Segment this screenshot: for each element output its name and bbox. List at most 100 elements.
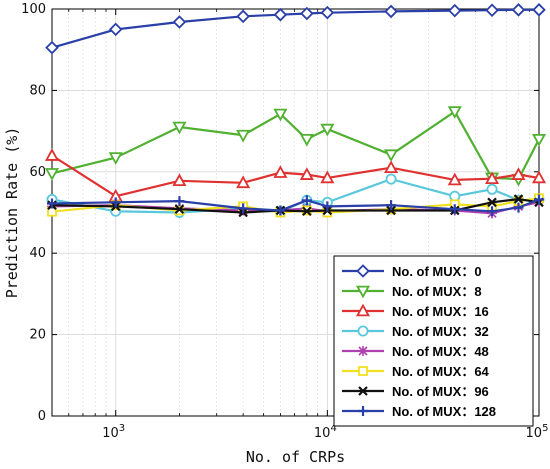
data-point (355, 285, 371, 299)
data-point (447, 172, 462, 186)
data-point (45, 40, 59, 55)
data-point (448, 3, 462, 18)
x-tick-label: 103 (102, 423, 125, 441)
data-point (356, 264, 370, 278)
data-point (449, 190, 461, 202)
y-tick-label: 100 (21, 2, 46, 17)
series-0 (45, 3, 546, 55)
data-point (108, 152, 123, 165)
series-2 (44, 148, 547, 202)
data-point (273, 7, 288, 22)
series-line (51, 8, 539, 49)
data-point (511, 3, 526, 17)
data-point (320, 170, 335, 184)
data-point (47, 198, 57, 209)
data-point (486, 183, 498, 195)
legend-label: No. of MUX：64 (392, 364, 490, 379)
y-tick-label: 0 (38, 409, 46, 424)
data-point (275, 205, 286, 216)
axes: 0 20 40 60 80 100 103 104 105 (21, 2, 548, 441)
data-point (44, 148, 60, 161)
legend-label: No. of MUX：32 (392, 324, 489, 339)
legend-item: No. of MUX：48 (342, 344, 489, 359)
x-tick-label: 104 (314, 423, 337, 441)
data-point (299, 167, 314, 180)
data-point (273, 165, 288, 178)
data-point (386, 205, 396, 216)
data-point (302, 206, 312, 217)
data-point (358, 346, 368, 356)
data-point (513, 202, 524, 213)
data-point (447, 106, 462, 119)
legend-item: No. of MUX：128 (342, 404, 496, 419)
data-point (172, 15, 187, 29)
y-tick-label: 60 (29, 165, 46, 180)
data-point (532, 3, 546, 17)
legend-item: No. of MUX：96 (342, 384, 489, 399)
data-point (358, 366, 368, 376)
data-point (172, 173, 187, 187)
data-point (238, 203, 249, 214)
legend-item: No. of MUX：8 (342, 284, 482, 299)
data-point (358, 406, 368, 416)
data-point (174, 204, 185, 215)
data-point (299, 133, 314, 147)
data-point (300, 6, 314, 21)
data-point (531, 133, 547, 147)
data-point (531, 170, 547, 184)
legend-label: No. of MUX：48 (392, 344, 489, 359)
data-point (236, 129, 251, 143)
legend-box (333, 255, 534, 427)
data-point (384, 4, 398, 19)
legend-label: No. of MUX：8 (392, 284, 482, 299)
series-6 (47, 194, 544, 218)
series-group (44, 3, 547, 219)
data-point (449, 204, 460, 215)
data-point (236, 175, 251, 189)
data-point (534, 194, 544, 205)
y-tick-label: 40 (29, 246, 46, 261)
legend: No. of MUX：0 No. of MUX：8 No. of MUX：16 No.… (333, 255, 534, 427)
data-point (358, 386, 368, 396)
data-point (511, 167, 526, 180)
legend-item: No. of MUX：64 (342, 364, 490, 379)
series-line (51, 197, 540, 214)
data-point (487, 206, 498, 217)
legend-label: No. of MUX：96 (392, 384, 489, 399)
data-point (44, 168, 60, 181)
data-point (273, 108, 288, 122)
y-axis-label: Prediction Rate (%) (3, 127, 21, 299)
series-line (51, 154, 540, 198)
data-point (301, 195, 312, 206)
legend-item: No. of MUX：0 (342, 264, 482, 279)
data-point (485, 3, 499, 17)
data-point (386, 200, 397, 211)
data-point (108, 22, 123, 37)
y-tick-label: 80 (29, 83, 46, 98)
x-tick-label: 105 (526, 423, 549, 441)
y-tick-label: 20 (29, 328, 46, 343)
data-point (322, 201, 333, 212)
legend-label: No. of MUX：16 (392, 304, 489, 319)
data-point (320, 123, 335, 137)
data-point (385, 173, 397, 185)
data-point (384, 160, 399, 174)
legend-item: No. of MUX：16 (342, 303, 489, 319)
data-point (513, 194, 524, 204)
data-point (110, 197, 121, 208)
data-point (357, 325, 369, 337)
x-axis-label: No. of CRPs (246, 448, 345, 466)
data-point (172, 121, 187, 135)
data-point (320, 5, 335, 20)
data-point (487, 197, 497, 208)
data-point (236, 9, 250, 24)
data-point (485, 171, 500, 185)
series-line (51, 110, 540, 181)
legend-label: No. of MUX：128 (392, 404, 496, 419)
data-point (384, 149, 399, 163)
legend-label: No. of MUX：0 (392, 264, 482, 279)
data-point (174, 196, 185, 207)
series-7 (47, 194, 544, 217)
data-point (355, 303, 371, 317)
